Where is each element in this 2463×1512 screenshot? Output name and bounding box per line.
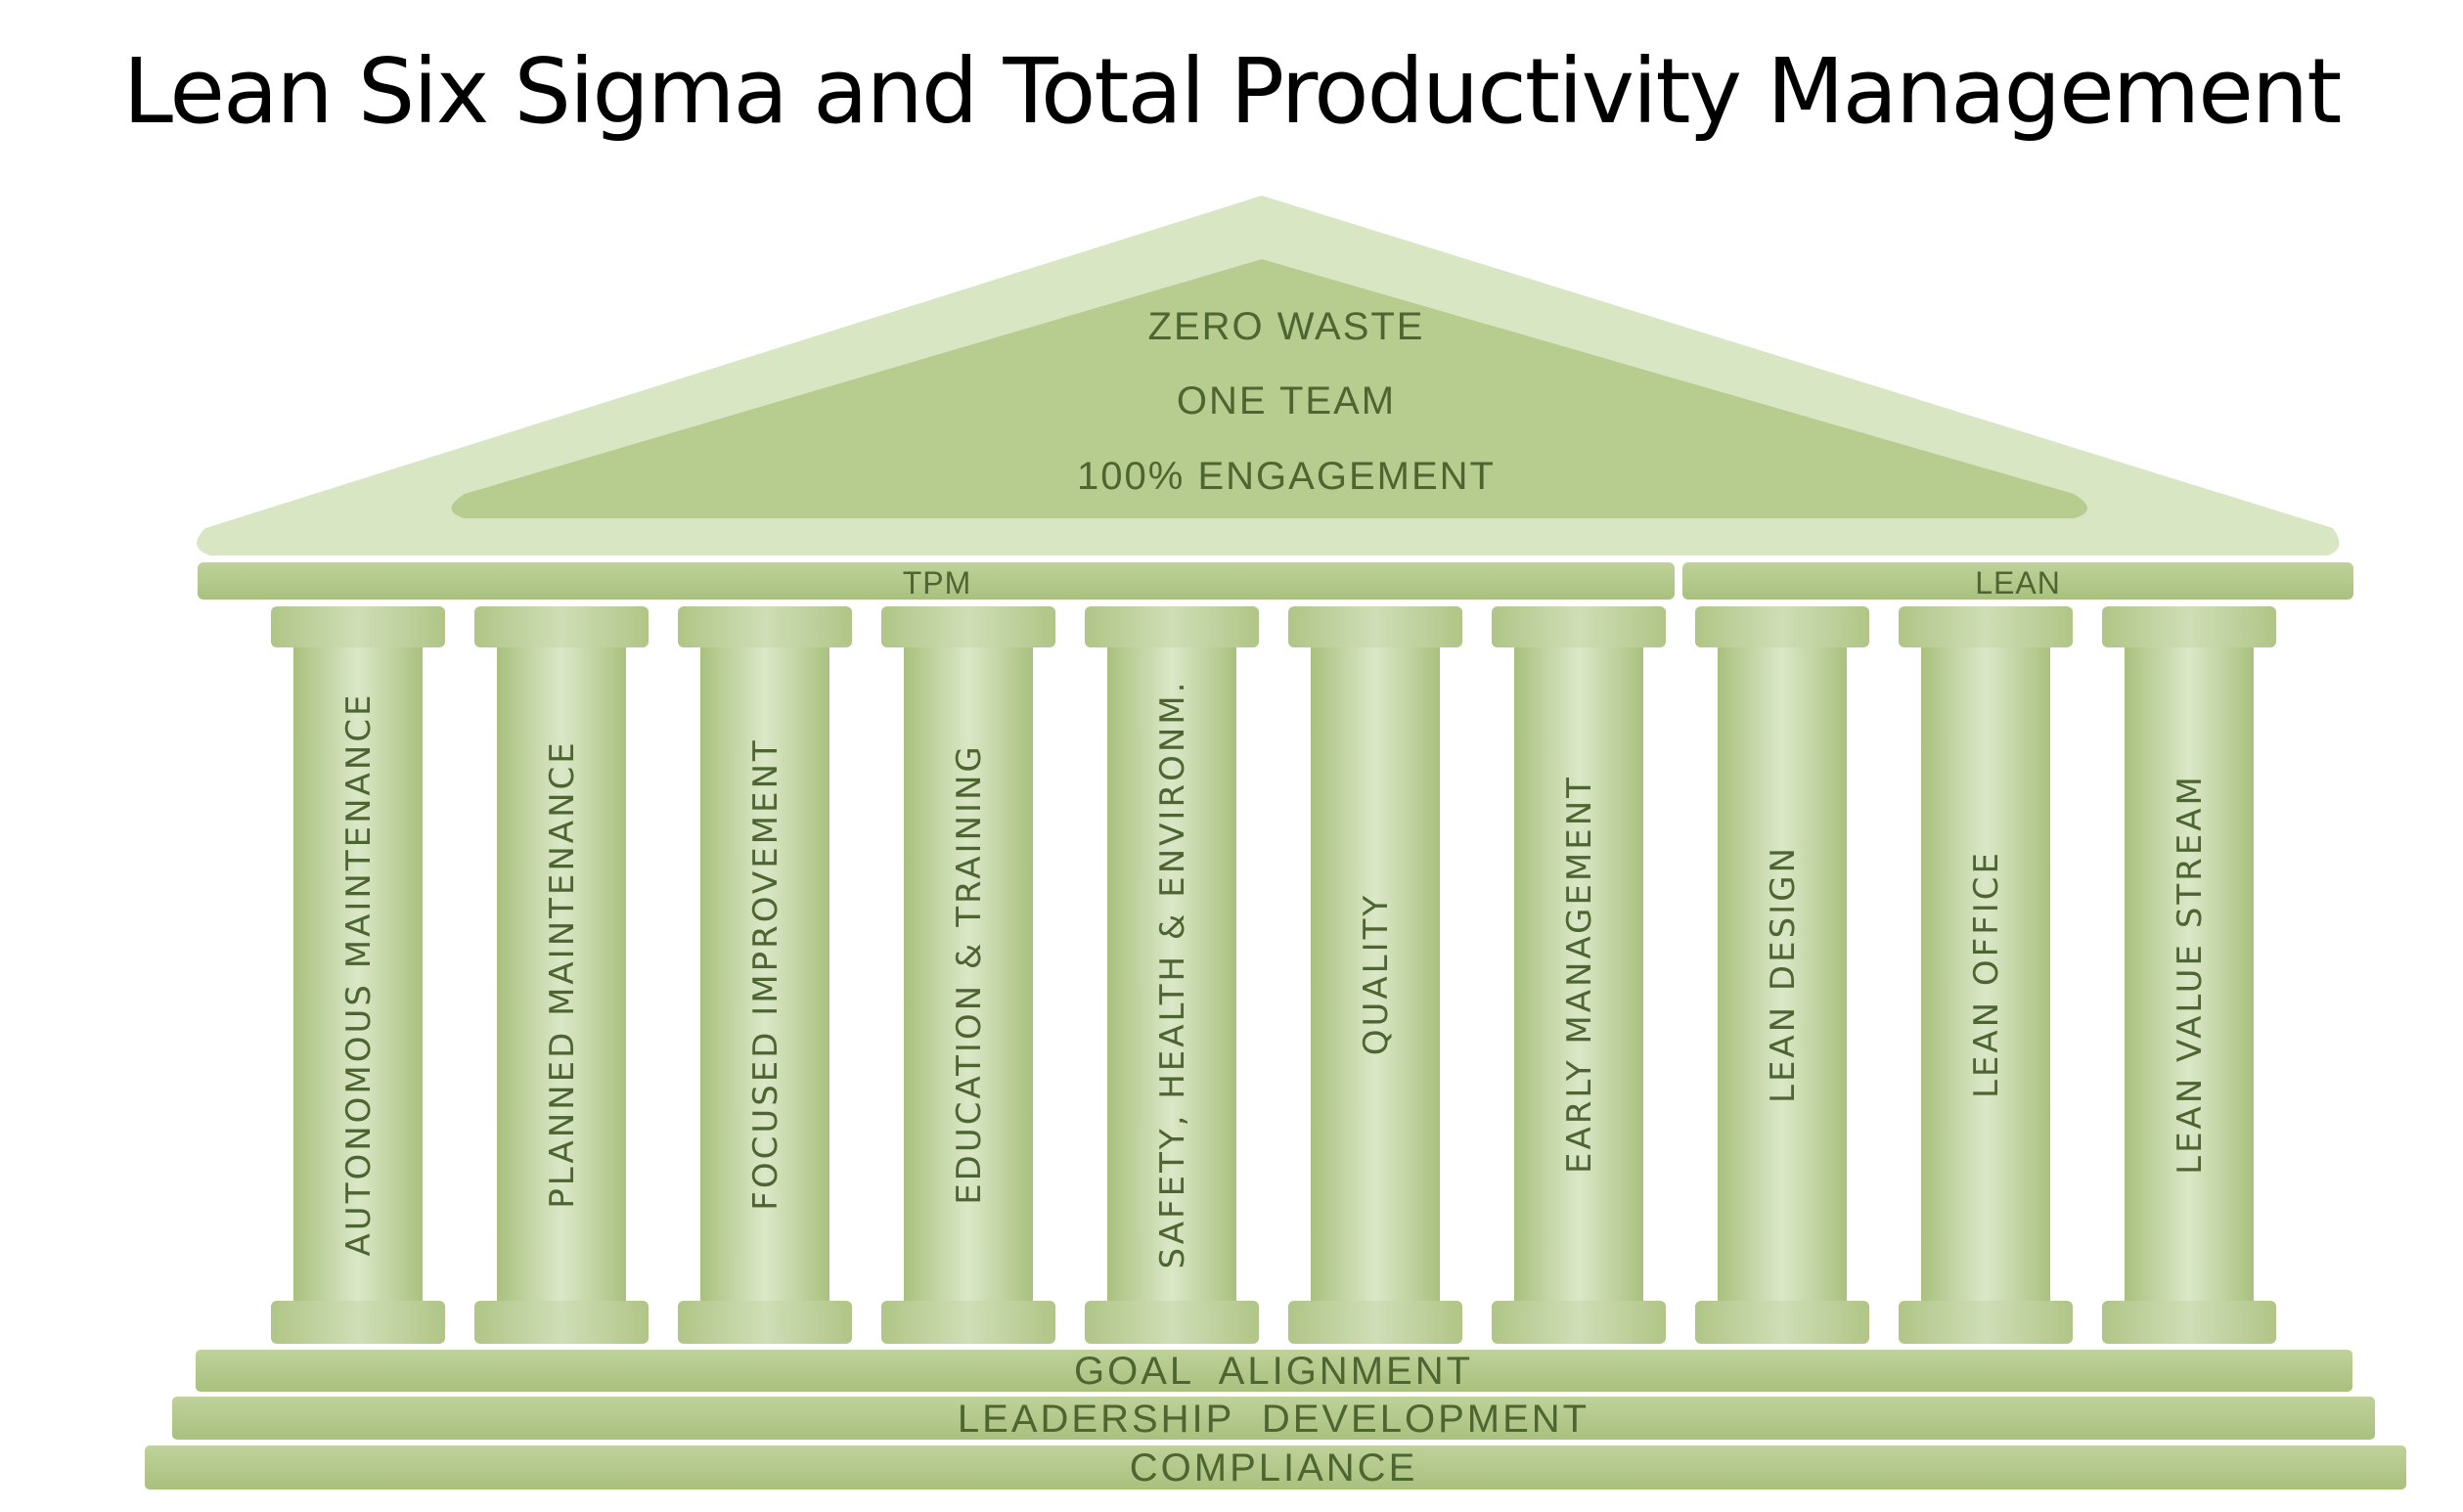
pillar: QUALITY: [1288, 606, 1462, 1344]
pillar-capital: [1899, 606, 2073, 647]
pillar-base: [2102, 1301, 2276, 1344]
pillar-capital: [1492, 606, 1666, 647]
foundation: GOAL ALIGNMENT LEADERSHIP DEVELOPMENT CO…: [145, 1350, 2406, 1490]
pillar: FOCUSED IMPROVEMENT: [678, 606, 852, 1344]
pillar: SAFETY, HEALTH & ENVIRONM.: [1085, 606, 1259, 1344]
pillar-shaft: [293, 647, 423, 1301]
pillar-shaft: [1311, 647, 1440, 1301]
pillar-label: LEAN DESIGN: [1764, 845, 1803, 1103]
roof: ZERO WASTE ONE TEAM 100% ENGAGEMENT: [197, 196, 2340, 556]
pillar-base: [1695, 1301, 1869, 1344]
pillar-label: PLANNED MAINTENANCE: [543, 739, 582, 1208]
step-label-compliance: COMPLIANCE: [1130, 1446, 1418, 1490]
pillar-base: [678, 1301, 852, 1344]
pillar-base: [1085, 1301, 1259, 1344]
pillar-base: [1899, 1301, 2073, 1344]
pillar-label: FOCUSED IMPROVEMENT: [746, 737, 785, 1210]
pillar-capital: [1695, 606, 1869, 647]
pillar-base: [1288, 1301, 1462, 1344]
pillar-label: LEAN VALUE STREAM: [2171, 774, 2210, 1175]
pillar-shaft: [1107, 647, 1236, 1301]
step-label-leadership-development: LEADERSHIP DEVELOPMENT: [958, 1398, 1590, 1441]
pillar-capital: [271, 606, 445, 647]
roof-inner: [451, 259, 2087, 518]
pillar: PLANNED MAINTENANCE: [474, 606, 649, 1344]
pillar-capital: [474, 606, 649, 647]
pillar: AUTONOMOUS MAINTENANCE: [271, 606, 445, 1344]
pillar-label: EDUCATION & TRAINING: [950, 743, 989, 1205]
pillar-capital: [1288, 606, 1462, 647]
beam-tpm: [198, 562, 1675, 600]
pillar-base: [881, 1301, 1055, 1344]
beams: TPM LEAN: [198, 562, 2353, 600]
pillar-base: [1492, 1301, 1666, 1344]
pillars: AUTONOMOUS MAINTENANCE PLANNED MAINTENANC…: [271, 606, 2276, 1344]
pillar-shaft: [1514, 647, 1643, 1301]
roof-line-one-team: ONE TEAM: [1177, 379, 1396, 422]
pillar-shaft: [700, 647, 829, 1301]
pillar-capital: [1085, 606, 1259, 647]
step-goal-alignment: [196, 1350, 2352, 1392]
pillar-label: LEAN OFFICE: [1967, 850, 2006, 1098]
pillar-capital: [678, 606, 852, 647]
roof-line-engagement: 100% ENGAGEMENT: [1077, 455, 1496, 498]
pillar-label: AUTONOMOUS MAINTENANCE: [339, 692, 379, 1257]
step-leadership-development: [172, 1397, 2375, 1440]
pillar-base: [271, 1301, 445, 1344]
pillar-label: EARLY MANAGEMENT: [1560, 775, 1599, 1174]
page-title: Lean Six Sigma and Total Productivity Ma…: [122, 39, 2343, 144]
beam-label-lean: LEAN: [1975, 565, 2061, 600]
pillar: EARLY MANAGEMENT: [1492, 606, 1666, 1344]
pillar-shaft: [1921, 647, 2050, 1301]
pillar-shaft: [904, 647, 1033, 1301]
pillar-shaft: [2125, 647, 2254, 1301]
pillar-label: SAFETY, HEALTH & ENVIRONM.: [1153, 680, 1192, 1269]
pillar-label: QUALITY: [1357, 893, 1396, 1055]
step-label-goal-alignment: GOAL ALIGNMENT: [1074, 1350, 1473, 1393]
pillar-shaft: [497, 647, 626, 1301]
step-compliance: [145, 1445, 2406, 1490]
pillar: LEAN OFFICE: [1899, 606, 2073, 1344]
pillar-capital: [881, 606, 1055, 647]
beam-label-tpm: TPM: [903, 565, 972, 600]
pillar-shaft: [1718, 647, 1847, 1301]
beam-lean: [1682, 562, 2353, 600]
pillar: LEAN VALUE STREAM: [2102, 606, 2276, 1344]
pillar-capital: [2102, 606, 2276, 647]
roof-line-zero-waste: ZERO WASTE: [1148, 305, 1425, 348]
pillar: LEAN DESIGN: [1695, 606, 1869, 1344]
pillar-base: [474, 1301, 649, 1344]
pillar: EDUCATION & TRAINING: [881, 606, 1055, 1344]
